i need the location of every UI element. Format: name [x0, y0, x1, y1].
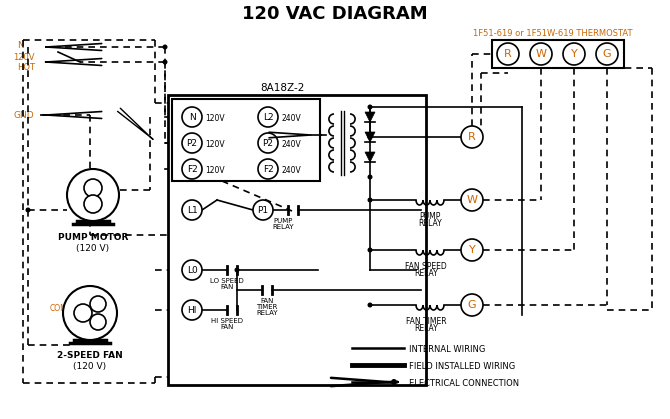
Circle shape — [368, 104, 373, 109]
Text: (120 V): (120 V) — [76, 243, 110, 253]
Circle shape — [182, 159, 202, 179]
Circle shape — [163, 44, 168, 49]
Text: LO: LO — [94, 302, 103, 307]
Circle shape — [497, 43, 519, 65]
Text: 120V: 120V — [13, 52, 34, 62]
Text: G: G — [603, 49, 611, 59]
Text: FIELD INSTALLED WIRING: FIELD INSTALLED WIRING — [409, 362, 515, 370]
Bar — [172, 99, 320, 181]
Text: INTERNAL WIRING: INTERNAL WIRING — [409, 344, 485, 354]
Text: 240V: 240V — [281, 166, 301, 174]
Text: P2: P2 — [263, 139, 273, 147]
Text: L1: L1 — [187, 205, 198, 215]
Text: 8A18Z-2: 8A18Z-2 — [260, 83, 304, 93]
Circle shape — [90, 314, 106, 330]
Text: F2: F2 — [263, 165, 273, 173]
Circle shape — [368, 197, 373, 202]
Text: FAN TIMER: FAN TIMER — [406, 317, 446, 326]
Circle shape — [182, 300, 202, 320]
Circle shape — [67, 169, 119, 221]
Bar — [492, 40, 624, 68]
Text: W: W — [535, 49, 547, 59]
Circle shape — [461, 126, 483, 148]
Text: PUMP: PUMP — [419, 212, 441, 221]
Text: P2: P2 — [186, 139, 198, 147]
Text: RELAY: RELAY — [272, 224, 294, 230]
Text: HOT: HOT — [17, 62, 35, 72]
Circle shape — [368, 248, 373, 253]
Circle shape — [258, 133, 278, 153]
Circle shape — [84, 179, 102, 197]
Text: L2: L2 — [263, 112, 273, 122]
Text: N: N — [17, 41, 23, 51]
Polygon shape — [365, 132, 375, 142]
Circle shape — [368, 303, 373, 308]
Text: (120 V): (120 V) — [74, 362, 107, 370]
Text: 120V: 120V — [205, 114, 224, 122]
Text: W: W — [466, 195, 478, 205]
Text: 120 VAC DIAGRAM: 120 VAC DIAGRAM — [242, 5, 428, 23]
Text: RELAY: RELAY — [414, 324, 438, 333]
Polygon shape — [365, 152, 375, 162]
Circle shape — [530, 43, 552, 65]
Circle shape — [563, 43, 585, 65]
Text: ELECTRICAL CONNECTION: ELECTRICAL CONNECTION — [409, 378, 519, 388]
Circle shape — [368, 174, 373, 179]
Text: G: G — [468, 300, 476, 310]
Text: TIMER: TIMER — [257, 304, 277, 310]
Text: R: R — [468, 132, 476, 142]
Text: HI SPEED: HI SPEED — [211, 318, 243, 324]
Circle shape — [84, 195, 102, 213]
Text: Y: Y — [468, 245, 476, 255]
Text: GND: GND — [13, 111, 34, 119]
Text: F2: F2 — [187, 165, 198, 173]
Text: HI: HI — [94, 320, 102, 324]
Circle shape — [74, 304, 92, 322]
Circle shape — [182, 133, 202, 153]
Text: PUMP MOTOR: PUMP MOTOR — [58, 233, 128, 241]
Circle shape — [25, 207, 31, 212]
Text: PUMP: PUMP — [273, 218, 293, 224]
Text: 1F51-619 or 1F51W-619 THERMOSTAT: 1F51-619 or 1F51W-619 THERMOSTAT — [473, 28, 632, 37]
Text: FAN: FAN — [220, 324, 234, 330]
Circle shape — [63, 286, 117, 340]
Circle shape — [258, 159, 278, 179]
Circle shape — [234, 267, 239, 272]
Text: P1: P1 — [257, 205, 269, 215]
Text: RELAY: RELAY — [418, 219, 442, 228]
Text: LO SPEED: LO SPEED — [210, 278, 244, 284]
Circle shape — [182, 260, 202, 280]
Text: Y: Y — [571, 49, 578, 59]
Circle shape — [368, 134, 373, 140]
Text: 240V: 240V — [281, 140, 301, 148]
Text: 120V: 120V — [205, 140, 224, 148]
Text: N: N — [189, 112, 196, 122]
Text: RELAY: RELAY — [256, 310, 278, 316]
Text: RELAY: RELAY — [414, 269, 438, 278]
Circle shape — [182, 107, 202, 127]
Polygon shape — [365, 112, 375, 122]
Text: L0: L0 — [187, 266, 198, 274]
Text: 2-SPEED FAN: 2-SPEED FAN — [57, 351, 123, 360]
Circle shape — [163, 59, 168, 65]
Circle shape — [182, 200, 202, 220]
Text: R: R — [504, 49, 512, 59]
Text: 240V: 240V — [281, 114, 301, 122]
Circle shape — [461, 189, 483, 211]
Text: FAN: FAN — [261, 298, 273, 304]
Circle shape — [258, 107, 278, 127]
Text: COM: COM — [50, 303, 68, 313]
Circle shape — [368, 134, 373, 140]
Circle shape — [391, 379, 397, 385]
Circle shape — [90, 296, 106, 312]
Text: FAN SPEED: FAN SPEED — [405, 262, 447, 271]
Circle shape — [461, 239, 483, 261]
Circle shape — [461, 294, 483, 316]
Text: 120V: 120V — [205, 166, 224, 174]
Text: HI: HI — [188, 305, 197, 315]
Circle shape — [253, 200, 273, 220]
Bar — [168, 95, 426, 385]
Text: FAN: FAN — [220, 284, 234, 290]
Circle shape — [596, 43, 618, 65]
